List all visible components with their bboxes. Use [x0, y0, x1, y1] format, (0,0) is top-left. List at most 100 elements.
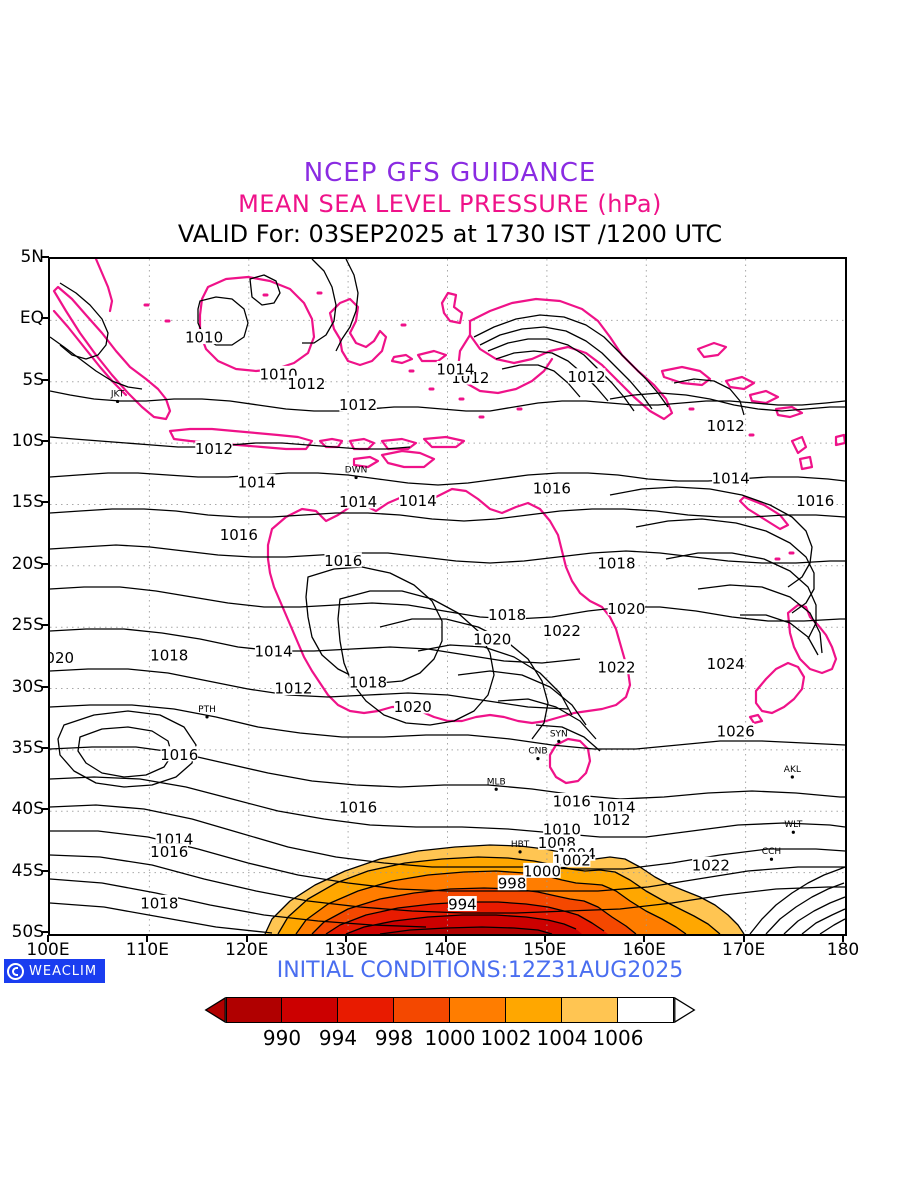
colorbar-extend-high-icon	[674, 997, 696, 1023]
contour-label-bg	[597, 799, 636, 815]
contour-label: 1014	[436, 360, 474, 378]
colorbar-cell	[506, 997, 562, 1023]
y-axis-tick-label: 40S	[11, 799, 44, 820]
colorbar-tick-label: 998	[374, 1026, 414, 1050]
colorbar-tick-label: 1004	[536, 1026, 588, 1050]
coastlines	[52, 259, 845, 785]
city-marker-dot	[494, 787, 498, 791]
contour-label-bg	[607, 600, 646, 616]
contour-label: 1014	[238, 473, 276, 491]
x-axis-tick-label: 140E	[423, 940, 468, 960]
contour-labels: 1010 1010 1012 1012 1012 1014 1012 1012 1012 1014…	[50, 329, 834, 914]
contour-label-bg	[150, 646, 188, 662]
contour-label: 1020	[607, 600, 645, 618]
pressure-contours	[50, 259, 845, 934]
x-axis-tick-label: 120E	[225, 940, 269, 960]
city-marker-dot	[557, 739, 561, 744]
y-axis-tick-label: 25S	[11, 615, 44, 636]
y-axis-tick-label: 50S	[11, 922, 44, 942]
model-title: NCEP GFS GUIDANCE	[303, 158, 597, 188]
initial-conditions-label: INITIAL CONDITIONS:12Z31AUG2025	[276, 958, 684, 983]
city-label: PTH	[198, 705, 216, 715]
colorbar-cell	[338, 997, 394, 1023]
city-label: HBT	[511, 840, 530, 850]
x-axis-tick-label: 180	[826, 940, 860, 960]
contour-label-bg	[497, 875, 527, 891]
contour-label: 1022	[543, 622, 581, 640]
contour-label: 1012	[592, 811, 630, 829]
city-label: JKT	[110, 389, 125, 399]
contour-label: 1014	[712, 470, 750, 488]
contour-label: 1018	[488, 606, 526, 624]
city-label: CNB	[528, 747, 547, 757]
contour-label-bg	[160, 746, 198, 762]
contour-label-bg	[394, 698, 432, 714]
contour-label-bg	[195, 440, 233, 456]
contour-label-bg	[473, 630, 511, 646]
contour-label-bg	[533, 480, 571, 495]
contour-label-bg	[597, 554, 636, 570]
x-axis-tick-mark	[543, 935, 546, 942]
city-label: CCH	[762, 847, 781, 857]
colorbar-cell	[226, 997, 282, 1023]
city-label: WLT	[784, 820, 803, 830]
fill-band-990	[380, 927, 552, 934]
city-marker-dot	[790, 775, 794, 779]
contour-label-bg	[707, 417, 745, 433]
contour-label: 1012	[274, 680, 312, 698]
city-label: SYN	[550, 729, 568, 739]
contour-label: 1022	[692, 856, 730, 874]
colorbar: 990 994 998 1000 1002 1004 1006	[0, 995, 900, 1052]
contour-label: 998	[498, 875, 527, 893]
contour-label: 1014	[255, 643, 293, 661]
colorbar-extend-low-icon	[204, 997, 226, 1023]
contour-label: 1018	[140, 894, 178, 912]
y-axis-tick-label: 45S	[11, 860, 44, 881]
contour-label: 1010	[185, 329, 223, 347]
x-axis-tick-label: 110E	[125, 940, 169, 960]
contour-label-bg	[185, 329, 223, 345]
contour-label-bg	[339, 493, 377, 509]
contour-label: 1010	[543, 821, 581, 839]
city-marker-dot	[769, 857, 774, 861]
x-axis-tick-label: 130E	[324, 940, 368, 960]
y-axis-tick-label: 30S	[11, 676, 44, 697]
contour-label: 1020	[50, 649, 74, 667]
city-marker-dot	[205, 715, 209, 719]
weaclim-label: WEACLIM	[29, 963, 98, 979]
contour-label-bg	[597, 659, 636, 675]
y-axis-tick-label: 35S	[11, 737, 44, 758]
contour-label: 1018	[150, 646, 188, 664]
contour-label-bg	[339, 396, 377, 412]
contour-label: 1016	[150, 843, 188, 861]
contour-label: 1012	[287, 375, 325, 393]
city-marker-dot	[536, 756, 540, 761]
colorbar-tick-label: 1006	[592, 1026, 644, 1050]
y-axis-tick-label: 5S	[22, 369, 44, 390]
x-axis-tick-mark	[842, 935, 844, 942]
colorbar-swatches	[0, 995, 900, 1025]
contour-label: 1024	[707, 655, 745, 673]
x-axis-tick-mark	[643, 935, 646, 942]
y-axis-tick-label: 20S	[11, 553, 44, 574]
contour-label: 1012	[707, 417, 745, 435]
contour-label: 1020	[473, 630, 511, 648]
contour-label-bg	[716, 723, 755, 738]
colorbar-tick-label: 1000	[424, 1026, 476, 1050]
x-axis-tick-mark	[47, 935, 49, 942]
contour-label-bg	[140, 894, 179, 910]
contour-label: 1022	[597, 659, 635, 677]
valid-time-title: VALID For: 03SEP2025 at 1730 IST /1200 U…	[177, 220, 723, 248]
contour-label-bg	[592, 811, 631, 827]
map-plot-area[interactable]: 1010 1010 1012 1012 1012 1014 1012 1012 1012 1014…	[48, 257, 847, 936]
variable-title: MEAN SEA LEVEL PRESSURE (hPa)	[238, 190, 662, 218]
contour-label: 994	[448, 896, 477, 914]
colorbar-tick-label: 990	[262, 1026, 302, 1050]
contour-label: 1014	[339, 493, 377, 511]
city-marker-dot	[791, 830, 795, 834]
contour-label-bg	[488, 606, 526, 622]
contour-label-bg	[712, 470, 750, 486]
contour-label-bg	[707, 655, 745, 671]
